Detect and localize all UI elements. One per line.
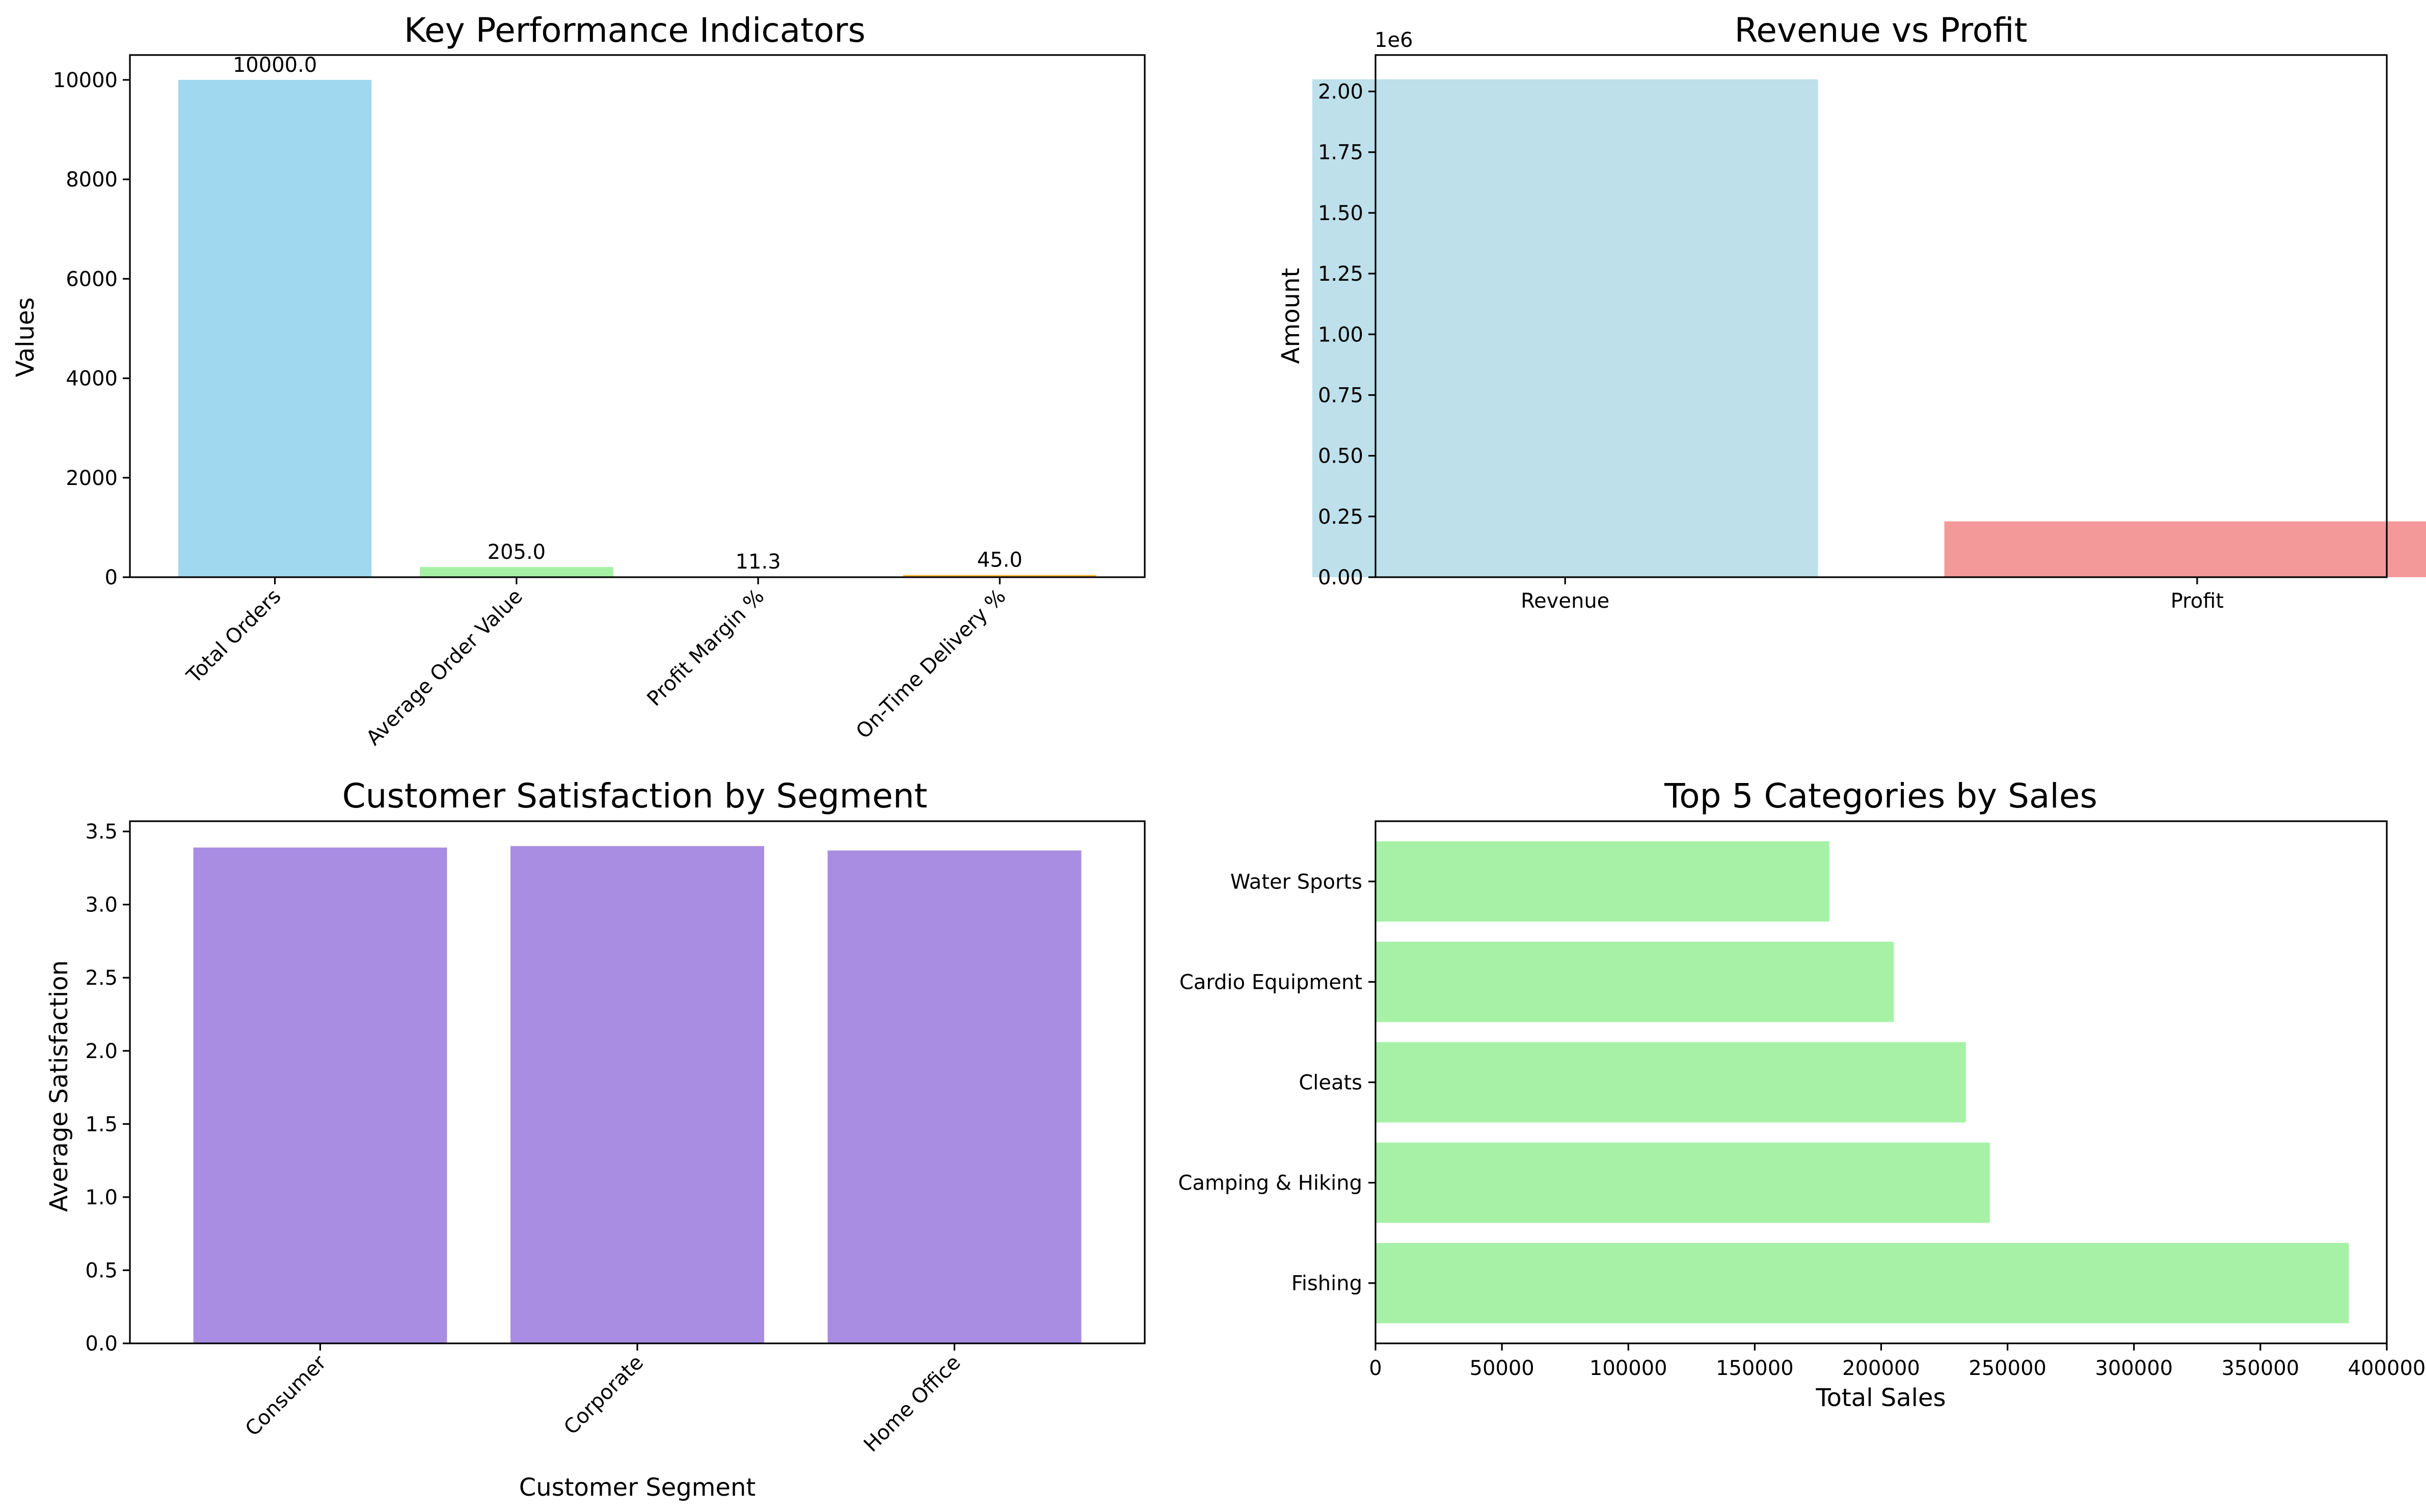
categories-bar-2 [1376,1042,1966,1123]
satisfaction-title: Customer Satisfaction by Segment [342,776,928,816]
categories-x-tick-label-8: 400000 [2348,1357,2426,1380]
revenue-profit-plot-frame [1374,54,2388,578]
revenue-profit-bar-1 [1944,521,2426,577]
revenue-profit-title: Revenue vs Profit [1735,11,2028,50]
revenue-profit-x-tick-label-0: Revenue [1521,589,1609,613]
satisfaction-y-tick-label-6: 3.0 [85,894,118,917]
satisfaction-y-tick-label-1: 0.5 [85,1259,118,1282]
categories-x-tick-label-2: 100000 [1589,1357,1667,1380]
revenue-profit-y-tick-label-0: 0.00 [1318,566,1363,589]
satisfaction-y-tick-label-5: 2.5 [85,966,118,990]
categories-x-tick-label-1: 50000 [1470,1357,1534,1380]
kpi-bar-0 [178,79,372,578]
kpi-bar-3 [903,575,1097,577]
satisfaction-bar-1 [510,846,764,1343]
revenue-profit-bar-0 [1312,79,1818,577]
satisfaction-plot-frame [129,820,1146,1344]
kpi-data-labels: 10000.0 205.0 11.3 45.0 [233,53,1022,574]
kpi-y-tick-label-3: 6000 [66,267,118,291]
satisfaction-y-axis-label: Average Satisfaction [45,960,73,1212]
kpi-bar-1 [420,566,613,577]
revenue-profit-x-tick-label-1: Profit [2171,589,2224,613]
categories-bars [1376,841,2349,1324]
revenue-profit-y-axis-label: Amount [1277,268,1305,364]
categories-y-tick-label-3: Cardio Equipment [1179,970,1362,994]
kpi-title: Key Performance Indicators [404,11,866,50]
satisfaction-bars [193,846,1082,1343]
kpi-bars [178,79,1097,578]
categories-x-ticks: 0 50000 100000 150000 200000 250000 300000 3500… [1369,1343,2425,1380]
categories-panel: Top 5 Categories by Sales Total Sales Fi… [1178,776,2426,1412]
kpi-data-label-2: 11.3 [736,550,781,574]
kpi-y-tick-label-1: 2000 [66,467,118,490]
categories-y-tick-label-4: Water Sports [1230,870,1362,894]
categories-y-tick-label-2: Cleats [1299,1071,1362,1095]
kpi-plot-frame [129,54,1146,578]
revenue-profit-y-tick-label-2: 0.50 [1318,445,1363,468]
revenue-profit-y-tick-label-3: 0.75 [1318,384,1363,407]
kpi-y-ticks: 0 2000 4000 6000 8000 10000 [53,69,130,589]
satisfaction-y-tick-label-4: 2.0 [85,1040,118,1063]
revenue-profit-y-tick-label-6: 1.50 [1318,202,1363,225]
kpi-y-axis-label: Values [11,298,40,377]
revenue-profit-bars [1312,79,2426,577]
satisfaction-y-tick-label-3: 1.5 [85,1113,118,1136]
revenue-profit-y-tick-label-4: 1.00 [1318,323,1363,346]
categories-y-tick-label-0: Fishing [1291,1272,1362,1295]
categories-bar-4 [1376,841,1829,922]
categories-x-tick-label-5: 250000 [1969,1357,2046,1380]
revenue-profit-y-tick-label-1: 0.25 [1318,505,1363,529]
revenue-profit-y-tick-label-8: 2.00 [1318,80,1363,104]
categories-bar-0 [1376,1243,2349,1324]
categories-x-tick-label-7: 350000 [2222,1357,2300,1380]
kpi-y-tick-label-5: 10000 [53,69,118,92]
revenue-profit-panel: Revenue vs Profit Amount 1e6 0.00 0.25 0.5… [1277,11,2426,613]
categories-x-axis-label: Total Sales [1815,1384,1946,1412]
categories-x-tick-label-3: 150000 [1716,1357,1794,1380]
satisfaction-y-tick-label-7: 3.5 [85,820,118,844]
categories-plot-frame [1374,820,2388,1344]
revenue-profit-y-tick-label-5: 1.25 [1318,262,1363,286]
revenue-profit-y-tick-label-7: 1.75 [1318,141,1363,165]
categories-x-tick-label-6: 300000 [2095,1357,2173,1380]
satisfaction-bar-0 [193,847,447,1343]
categories-x-tick-label-0: 0 [1369,1357,1382,1380]
satisfaction-panel: Customer Satisfaction by Segment Average… [45,776,1146,1502]
categories-bar-3 [1376,941,1894,1022]
kpi-data-label-0: 10000.0 [233,53,317,77]
kpi-data-label-3: 45.0 [977,549,1022,572]
categories-y-tick-label-1: Camping & Hiking [1178,1172,1362,1195]
kpi-data-label-1: 205.0 [488,541,546,564]
satisfaction-y-tick-label-2: 1.0 [85,1186,118,1209]
categories-y-ticks: Fishing Camping & Hiking Cleats Cardio Equi… [1178,870,1376,1295]
categories-x-tick-label-4: 200000 [1842,1357,1920,1380]
categories-title: Top 5 Categories by Sales [1664,776,2097,816]
categories-bar-1 [1376,1142,1990,1223]
revenue-profit-offset-label: 1e6 [1374,29,1413,52]
kpi-y-tick-label-0: 0 [105,566,118,589]
satisfaction-bar-2 [827,850,1082,1343]
satisfaction-y-ticks: 0.0 0.5 1.0 1.5 2.0 2.5 3.0 3.5 [85,820,130,1356]
kpi-y-tick-label-4: 8000 [66,168,118,192]
satisfaction-x-axis-label: Customer Segment [519,1473,756,1502]
revenue-profit-y-ticks: 0.00 0.25 0.50 0.75 1.00 1.25 1.50 1.75 2.00 [1318,80,1376,589]
revenue-profit-x-ticks: Revenue Profit [1521,577,2224,613]
kpi-y-tick-label-2: 4000 [66,367,118,391]
satisfaction-y-tick-label-0: 0.0 [85,1332,118,1356]
